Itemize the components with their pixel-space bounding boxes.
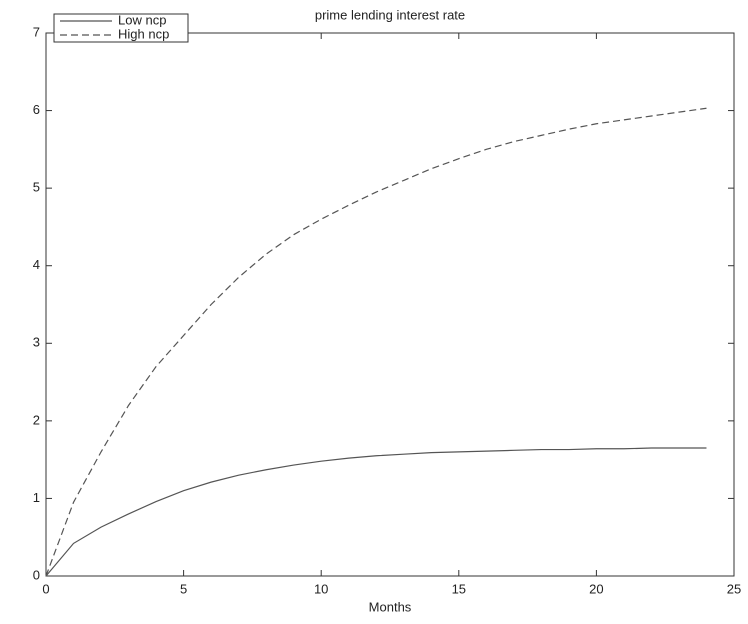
chart-title: prime lending interest rate xyxy=(315,7,465,22)
x-tick-label: 10 xyxy=(314,581,328,596)
line xyxy=(45,107,707,577)
y-tick-label: 1 xyxy=(33,490,40,505)
y-tick-label: 4 xyxy=(33,257,40,272)
line xyxy=(45,447,707,577)
y-tick-label: 2 xyxy=(33,412,40,427)
y-tick-label: 7 xyxy=(33,24,40,39)
y-tick-label: 3 xyxy=(33,335,40,350)
plot-frame xyxy=(45,32,735,577)
x-tick-label: 5 xyxy=(180,581,187,596)
x-tick-label: 15 xyxy=(452,581,466,596)
x-axis-label: Months xyxy=(369,599,412,614)
y-tick-label: 5 xyxy=(33,180,40,195)
legend-label: Low ncp xyxy=(118,12,166,27)
x-tick-label: 25 xyxy=(727,581,741,596)
y-tick-label: 6 xyxy=(33,102,40,117)
legend-label: High ncp xyxy=(118,26,169,41)
x-tick-label: 0 xyxy=(42,581,49,596)
x-tick-label: 20 xyxy=(589,581,603,596)
legend-box xyxy=(53,13,189,43)
y-tick-label: 0 xyxy=(33,567,40,582)
